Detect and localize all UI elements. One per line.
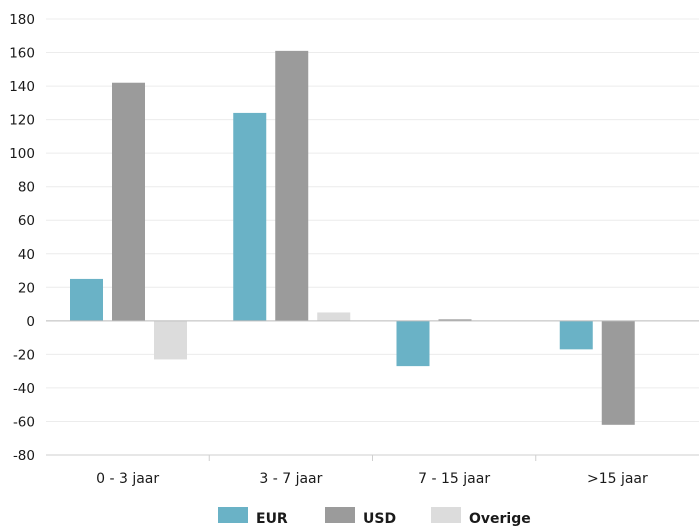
bar-eur-1 [233, 112, 267, 321]
legend: EUR USD Overige [218, 507, 531, 526]
legend-swatch-usd [325, 507, 355, 523]
y-tick-label: 180 [9, 12, 35, 28]
legend-swatch-overige [431, 507, 461, 523]
y-tick-label: -20 [13, 347, 35, 363]
y-tick-label: -60 [13, 414, 35, 430]
bar-eur-2 [396, 320, 430, 367]
y-tick-label: 60 [18, 213, 35, 229]
y-tick-label: 40 [18, 247, 35, 263]
bar-usd-1 [275, 50, 309, 321]
y-tick-label: 120 [9, 113, 35, 129]
y-tick-label: 160 [9, 46, 35, 62]
legend-label-eur: EUR [256, 511, 288, 526]
bar-eur-0 [70, 278, 103, 321]
x-tick-label: 7 - 15 jaar [418, 471, 490, 487]
x-axis-ticks: 0 - 3 jaar 3 - 7 jaar 7 - 15 jaar >15 jaar [96, 455, 648, 487]
y-tick-label: 80 [18, 180, 35, 196]
y-tick-label: -80 [13, 448, 35, 464]
bar-usd-3 [601, 320, 635, 425]
bar-usd-2 [438, 319, 472, 321]
y-tick-label: 0 [26, 314, 35, 330]
y-tick-label: 100 [9, 146, 35, 162]
y-axis-tick-labels: 180 160 140 120 100 80 60 40 20 0 -20 -40 -60 -80 [9, 12, 35, 464]
bar-usd-0 [112, 82, 145, 321]
bar-eur-3 [559, 320, 593, 350]
y-tick-label: -40 [13, 381, 35, 397]
legend-label-usd: USD [363, 511, 396, 526]
y-tick-label: 20 [18, 280, 35, 296]
x-tick-label: >15 jaar [587, 471, 648, 487]
x-tick-label: 0 - 3 jaar [96, 471, 159, 487]
x-tick-label: 3 - 7 jaar [259, 471, 322, 487]
bars [70, 50, 635, 425]
legend-label-overige: Overige [469, 511, 531, 526]
bar-overige-1 [317, 312, 351, 321]
y-tick-label: 140 [9, 79, 35, 95]
legend-swatch-eur [218, 507, 248, 523]
bar-overige-0 [154, 320, 187, 360]
